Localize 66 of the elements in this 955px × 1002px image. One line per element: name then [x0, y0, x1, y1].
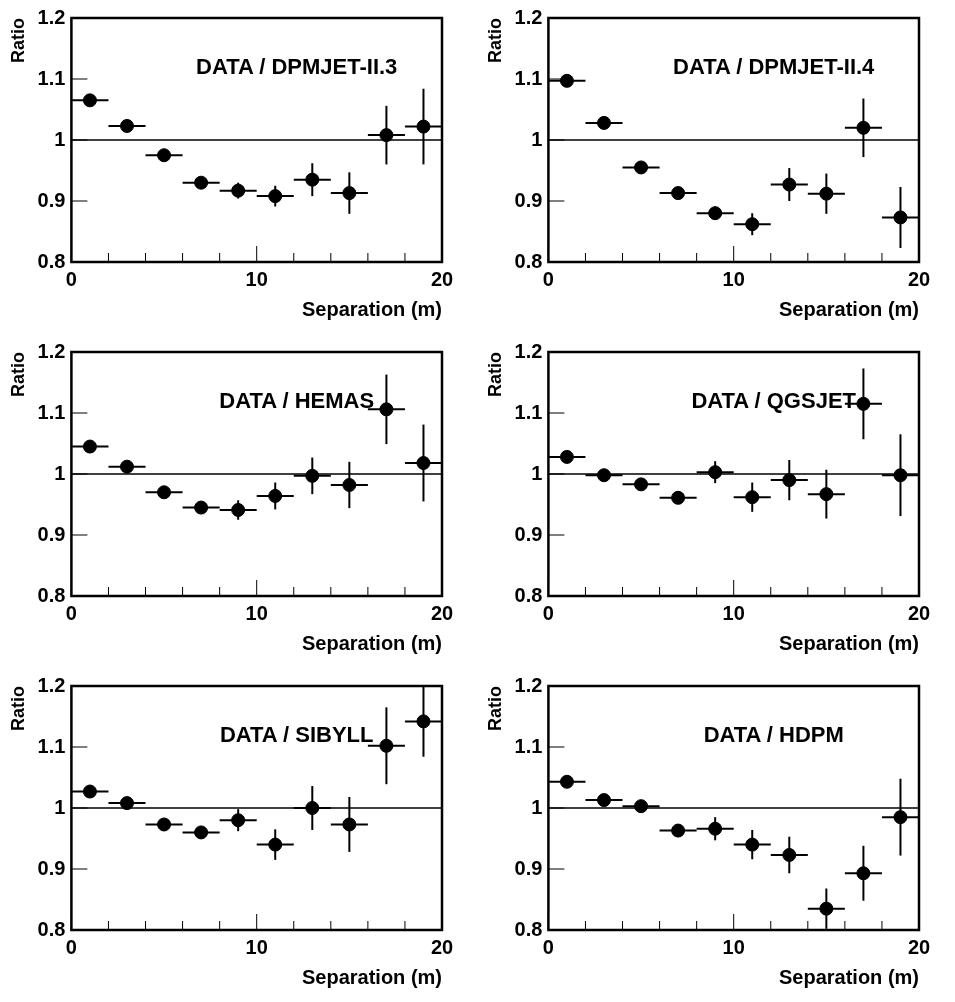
annotation: DATA / QGSJET	[691, 388, 857, 414]
y-axis-title: Ratio	[7, 352, 28, 397]
y-tick-label: 1	[54, 127, 66, 150]
x-tick-label: 0	[65, 267, 77, 290]
x-tick-label: 10	[245, 601, 268, 624]
y-tick-label: 0.8	[514, 917, 543, 940]
y-tick-label: 1.1	[37, 66, 66, 89]
y-tick-label: 1.2	[514, 673, 543, 696]
y-tick-label: 0.9	[37, 856, 66, 879]
x-tick-label: 0	[65, 935, 77, 958]
y-tick-label: 1.2	[514, 339, 543, 362]
y-tick-label: 1.1	[514, 66, 543, 89]
x-tick-label: 10	[245, 935, 268, 958]
x-tick-label: 20	[430, 935, 454, 958]
x-axis-title: Separation (m)	[778, 965, 919, 988]
x-tick-label: 20	[907, 601, 931, 624]
y-tick-label: 1.2	[37, 339, 66, 362]
x-tick-label: 0	[542, 267, 554, 290]
x-tick-label: 0	[542, 601, 554, 624]
annotation: DATA / DPMJET-II.3	[196, 54, 398, 80]
x-tick-label: 10	[245, 267, 268, 290]
y-tick-label: 1.1	[514, 400, 543, 423]
y-axis-title: Ratio	[484, 352, 505, 397]
x-axis-title: Separation (m)	[778, 297, 919, 320]
y-tick-label: 1.1	[514, 734, 543, 757]
y-axis-title: Ratio	[484, 18, 505, 63]
x-tick-label: 0	[542, 935, 554, 958]
x-axis-title: Separation (m)	[778, 631, 919, 654]
y-tick-label: 0.8	[37, 917, 66, 940]
y-tick-label: 0.8	[514, 583, 543, 606]
y-tick-label: 1.1	[37, 734, 66, 757]
annotation: DATA / SIBYLL	[219, 722, 374, 748]
y-tick-label: 1	[531, 461, 543, 484]
x-tick-label: 20	[907, 935, 931, 958]
y-axis-title: Ratio	[7, 18, 28, 63]
y-tick-label: 0.9	[37, 522, 66, 545]
y-tick-label: 0.8	[514, 249, 543, 272]
y-tick-label: 1	[531, 795, 543, 818]
y-tick-label: 1	[54, 461, 66, 484]
annotation: DATA / HEMAS	[219, 388, 375, 414]
annotation: DATA / DPMJET-II.4	[673, 54, 876, 80]
x-tick-label: 20	[430, 601, 454, 624]
x-tick-label: 10	[722, 267, 745, 290]
y-tick-label: 1	[54, 795, 66, 818]
x-tick-label: 20	[907, 267, 931, 290]
y-tick-label: 1.2	[37, 5, 66, 28]
y-tick-label: 0.9	[37, 188, 66, 211]
y-tick-label: 0.8	[37, 583, 66, 606]
x-tick-label: 10	[722, 935, 745, 958]
x-tick-label: 20	[430, 267, 454, 290]
y-tick-label: 1.2	[514, 5, 543, 28]
y-tick-label: 0.9	[514, 856, 543, 879]
x-tick-label: 0	[65, 601, 77, 624]
x-axis-title: Separation (m)	[301, 297, 442, 320]
y-tick-label: 0.9	[514, 188, 543, 211]
x-axis-title: Separation (m)	[301, 965, 442, 988]
x-axis-title: Separation (m)	[301, 631, 442, 654]
y-tick-label: 0.9	[514, 522, 543, 545]
y-tick-label: 1.1	[37, 400, 66, 423]
y-axis-title: Ratio	[7, 686, 28, 731]
x-tick-label: 10	[722, 601, 745, 624]
y-tick-label: 1.2	[37, 673, 66, 696]
annotation: DATA / HDPM	[703, 722, 844, 748]
y-tick-label: 0.8	[37, 249, 66, 272]
y-tick-label: 1	[531, 127, 543, 150]
y-axis-title: Ratio	[484, 686, 505, 731]
